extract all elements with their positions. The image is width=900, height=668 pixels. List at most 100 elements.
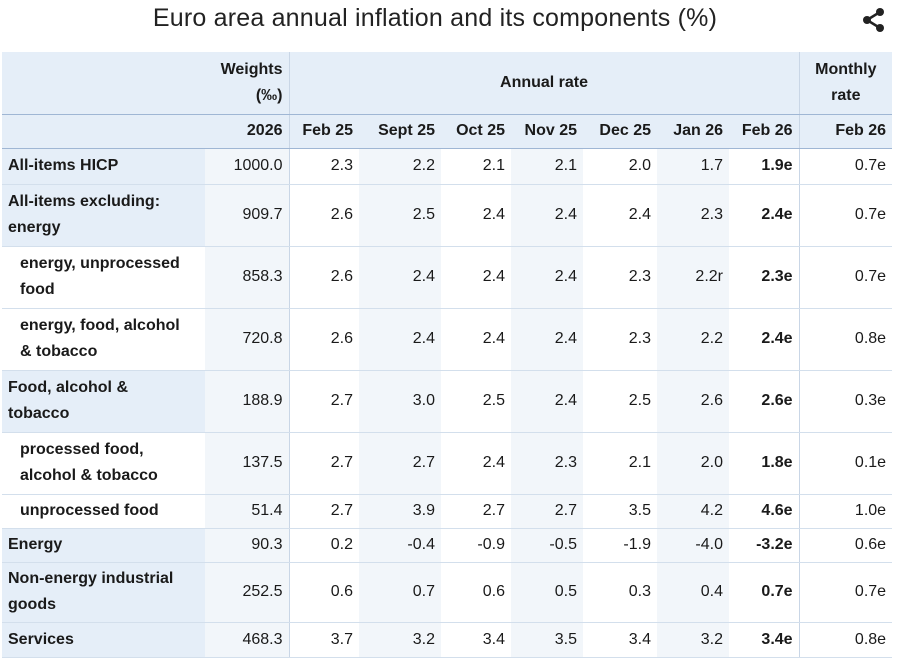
annual-rate-cell: 0.2 bbox=[288, 528, 359, 563]
annual-rate-cell: 2.4e bbox=[729, 308, 800, 371]
weight-cell: 720.8 bbox=[205, 308, 289, 371]
annual-rate-cell: 2.3 bbox=[511, 432, 583, 495]
annual-rate-cell: 2.3e bbox=[729, 246, 800, 309]
weight-cell: 51.4 bbox=[205, 494, 289, 529]
annual-rate-cell: -0.9 bbox=[441, 528, 511, 563]
row-label: Services bbox=[2, 622, 205, 658]
annual-rate-cell: 2.4 bbox=[511, 184, 583, 247]
monthly-rate-cell: 1.0e bbox=[798, 494, 893, 529]
header-label-cell bbox=[2, 114, 205, 149]
row-label: processed food, alcohol & tobacco bbox=[2, 432, 205, 495]
annual-rate-cell: 2.7 bbox=[441, 494, 511, 529]
weights-header: Weights (‰) bbox=[205, 52, 289, 115]
annual-rate-cell: 2.0 bbox=[583, 148, 657, 185]
annual-rate-cell: 0.7 bbox=[359, 562, 441, 623]
annual-rate-cell: 3.4 bbox=[583, 622, 657, 658]
table-row: All-items excluding: energy 909.7 2.6 2.5 2.4… bbox=[2, 184, 893, 247]
table-row: processed food, alcohol & tobacco 137.5 2.7… bbox=[2, 432, 893, 495]
weights-year-header: 2026 bbox=[205, 114, 289, 149]
header-row-top: Weights (‰) Annual rate Monthly rate bbox=[2, 52, 893, 115]
annual-rate-cell: 4.2 bbox=[657, 494, 729, 529]
row-label: unprocessed food bbox=[2, 494, 205, 529]
annual-rate-cell: 3.2 bbox=[657, 622, 729, 658]
monthly-rate-cell: 0.3e bbox=[798, 370, 893, 433]
monthly-header-line1: Monthly bbox=[815, 60, 877, 78]
annual-rate-cell: 2.4 bbox=[359, 246, 441, 309]
table-row: unprocessed food 51.4 2.7 3.9 2.7 2.7 3.5 4.2 4.… bbox=[2, 494, 893, 529]
annual-rate-cell: 2.4 bbox=[441, 432, 511, 495]
annual-rate-cell: 3.0 bbox=[359, 370, 441, 433]
header-label-cell bbox=[2, 52, 205, 115]
period-header: Jan 26 bbox=[657, 114, 729, 149]
annual-rate-cell: 3.5 bbox=[583, 494, 657, 529]
monthly-rate-header: Monthly rate bbox=[798, 52, 893, 115]
annual-rate-cell: 2.5 bbox=[441, 370, 511, 433]
row-label: Energy bbox=[2, 528, 205, 563]
monthly-rate-cell: 0.7e bbox=[798, 562, 893, 623]
row-label: All-items HICP bbox=[2, 148, 205, 185]
period-header: Nov 25 bbox=[511, 114, 583, 149]
row-label-line: alcohol & tobacco bbox=[20, 467, 158, 484]
annual-rate-cell: 2.4 bbox=[511, 308, 583, 371]
period-header: Oct 25 bbox=[441, 114, 511, 149]
row-label: energy, unprocessed food bbox=[2, 246, 205, 309]
annual-rate-cell: 2.5 bbox=[583, 370, 657, 433]
row-label-line: energy, unprocessed bbox=[20, 255, 180, 272]
period-header: Feb 26 bbox=[729, 114, 800, 149]
annual-rate-cell: 2.6e bbox=[729, 370, 800, 433]
annual-rate-cell: -4.0 bbox=[657, 528, 729, 563]
annual-rate-cell: 3.4e bbox=[729, 622, 800, 658]
table-row: energy, food, alcohol & tobacco 720.8 2.6 2.… bbox=[2, 308, 893, 371]
monthly-header-line2: rate bbox=[831, 86, 861, 104]
row-label-line: processed food, bbox=[20, 441, 144, 458]
table-row: energy, unprocessed food 858.3 2.6 2.4 2.4 2.4… bbox=[2, 246, 893, 309]
annual-rate-cell: 3.9 bbox=[359, 494, 441, 529]
table-row: Non-energy industrial goods 252.5 0.6 0.7 0.6… bbox=[2, 562, 893, 623]
row-label-line: & tobacco bbox=[20, 343, 98, 360]
row-label-line: unprocessed food bbox=[20, 502, 159, 519]
row-label: Food, alcohol & tobacco bbox=[2, 370, 205, 433]
annual-rate-cell: 2.6 bbox=[288, 308, 359, 371]
row-label: All-items excluding: energy bbox=[2, 184, 205, 247]
annual-rate-cell: 1.9e bbox=[729, 148, 800, 185]
weight-cell: 188.9 bbox=[205, 370, 289, 433]
annual-rate-cell: 0.5 bbox=[511, 562, 583, 623]
table-body: All-items HICP 1000.0 2.3 2.2 2.1 2.1 2.0 1.7 1.… bbox=[2, 148, 893, 658]
annual-rate-cell: 2.5 bbox=[359, 184, 441, 247]
weight-cell: 1000.0 bbox=[205, 148, 289, 185]
table-row: Food, alcohol & tobacco 188.9 2.7 3.0 2.5 2.4 2… bbox=[2, 370, 893, 433]
period-header: Sept 25 bbox=[359, 114, 441, 149]
weights-header-line1: Weights bbox=[220, 60, 283, 78]
annual-rate-cell: 2.7 bbox=[359, 432, 441, 495]
table-row: Services 468.3 3.7 3.2 3.4 3.5 3.4 3.2 3.4e 0.8e bbox=[2, 622, 893, 658]
annual-rate-cell: 2.6 bbox=[288, 246, 359, 309]
row-label-line: Non-energy industrial bbox=[8, 570, 174, 587]
annual-rate-cell: 2.1 bbox=[441, 148, 511, 185]
monthly-period-header: Feb 26 bbox=[798, 114, 893, 149]
annual-rate-cell: 2.0 bbox=[657, 432, 729, 495]
row-label-line: energy bbox=[8, 219, 61, 236]
annual-rate-cell: 2.4 bbox=[583, 184, 657, 247]
annual-rate-cell: 0.7e bbox=[729, 562, 800, 623]
annual-rate-cell: 2.3 bbox=[583, 246, 657, 309]
annual-rate-cell: 2.7 bbox=[288, 432, 359, 495]
annual-rate-cell: 2.1 bbox=[583, 432, 657, 495]
annual-rate-cell: 0.4 bbox=[657, 562, 729, 623]
monthly-rate-cell: 0.8e bbox=[798, 308, 893, 371]
period-header: Feb 25 bbox=[288, 114, 359, 149]
row-label-line: goods bbox=[8, 596, 56, 613]
table-row: All-items HICP 1000.0 2.3 2.2 2.1 2.1 2.0 1.7 1.… bbox=[2, 148, 893, 185]
annual-rate-cell: 3.4 bbox=[441, 622, 511, 658]
row-label-line: energy, food, alcohol bbox=[20, 317, 180, 334]
monthly-rate-cell: 0.6e bbox=[798, 528, 893, 563]
annual-rate-cell: -1.9 bbox=[583, 528, 657, 563]
annual-rate-cell: 2.4e bbox=[729, 184, 800, 247]
monthly-rate-cell: 0.7e bbox=[798, 184, 893, 247]
row-label-line: food bbox=[20, 281, 55, 298]
row-label-line: All-items HICP bbox=[8, 157, 119, 174]
share-icon[interactable] bbox=[860, 6, 888, 34]
weight-cell: 137.5 bbox=[205, 432, 289, 495]
annual-rate-cell: 0.6 bbox=[441, 562, 511, 623]
annual-rate-cell: -0.4 bbox=[359, 528, 441, 563]
annual-rate-cell: 2.3 bbox=[657, 184, 729, 247]
